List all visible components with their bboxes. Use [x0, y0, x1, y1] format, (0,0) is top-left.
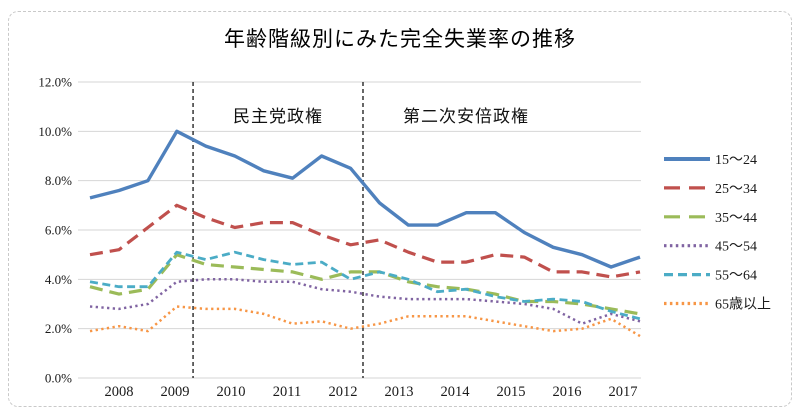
legend-label: 15〜24: [715, 153, 757, 168]
series-line-15〜24: [89, 129, 641, 269]
y-axis-tick-label: 8.0%: [45, 173, 72, 188]
legend-label: 55〜64: [715, 269, 757, 284]
legend-label: 25〜34: [715, 182, 757, 197]
x-axis-tick-label: 2012: [329, 384, 358, 400]
x-axis-tick-label: 2008: [105, 384, 134, 400]
y-axis-tick-label: 4.0%: [45, 272, 72, 287]
legend-label: 35〜44: [715, 211, 757, 226]
legend-label: 65歳以上: [715, 297, 771, 313]
x-axis-tick-label: 2009: [161, 384, 190, 400]
y-axis-tick-label: 2.0%: [45, 321, 72, 336]
x-axis-tick-label: 2010: [217, 384, 246, 400]
series-line-65歳以上: [89, 305, 641, 338]
x-axis-tick-label: 2017: [609, 384, 638, 400]
x-axis-tick-label: 2016: [553, 384, 582, 400]
y-axis-tick-label: 0.0%: [45, 371, 72, 386]
y-axis-tick-label: 12.0%: [38, 75, 72, 90]
x-axis-tick-label: 2011: [273, 384, 301, 400]
series-line-35〜44: [89, 253, 641, 316]
annotation-second-abe-era: 第二次安倍政権: [403, 107, 529, 126]
series-line-55〜64: [89, 250, 641, 321]
y-axis-tick-label: 6.0%: [45, 223, 72, 238]
annotation-democratic-party-era: 民主党政権: [233, 107, 323, 126]
x-axis-tick-label: 2015: [497, 384, 526, 400]
series-line-45〜54: [89, 278, 641, 325]
x-axis-tick-label: 2014: [441, 384, 471, 400]
y-axis-tick-label: 10.0%: [38, 124, 72, 139]
chart-title: 年齢階級別にみた完全失業率の推移: [224, 27, 576, 51]
legend-label: 45〜54: [715, 240, 757, 255]
x-axis-tick-label: 2013: [385, 384, 414, 400]
series-line-25〜34: [89, 203, 641, 279]
